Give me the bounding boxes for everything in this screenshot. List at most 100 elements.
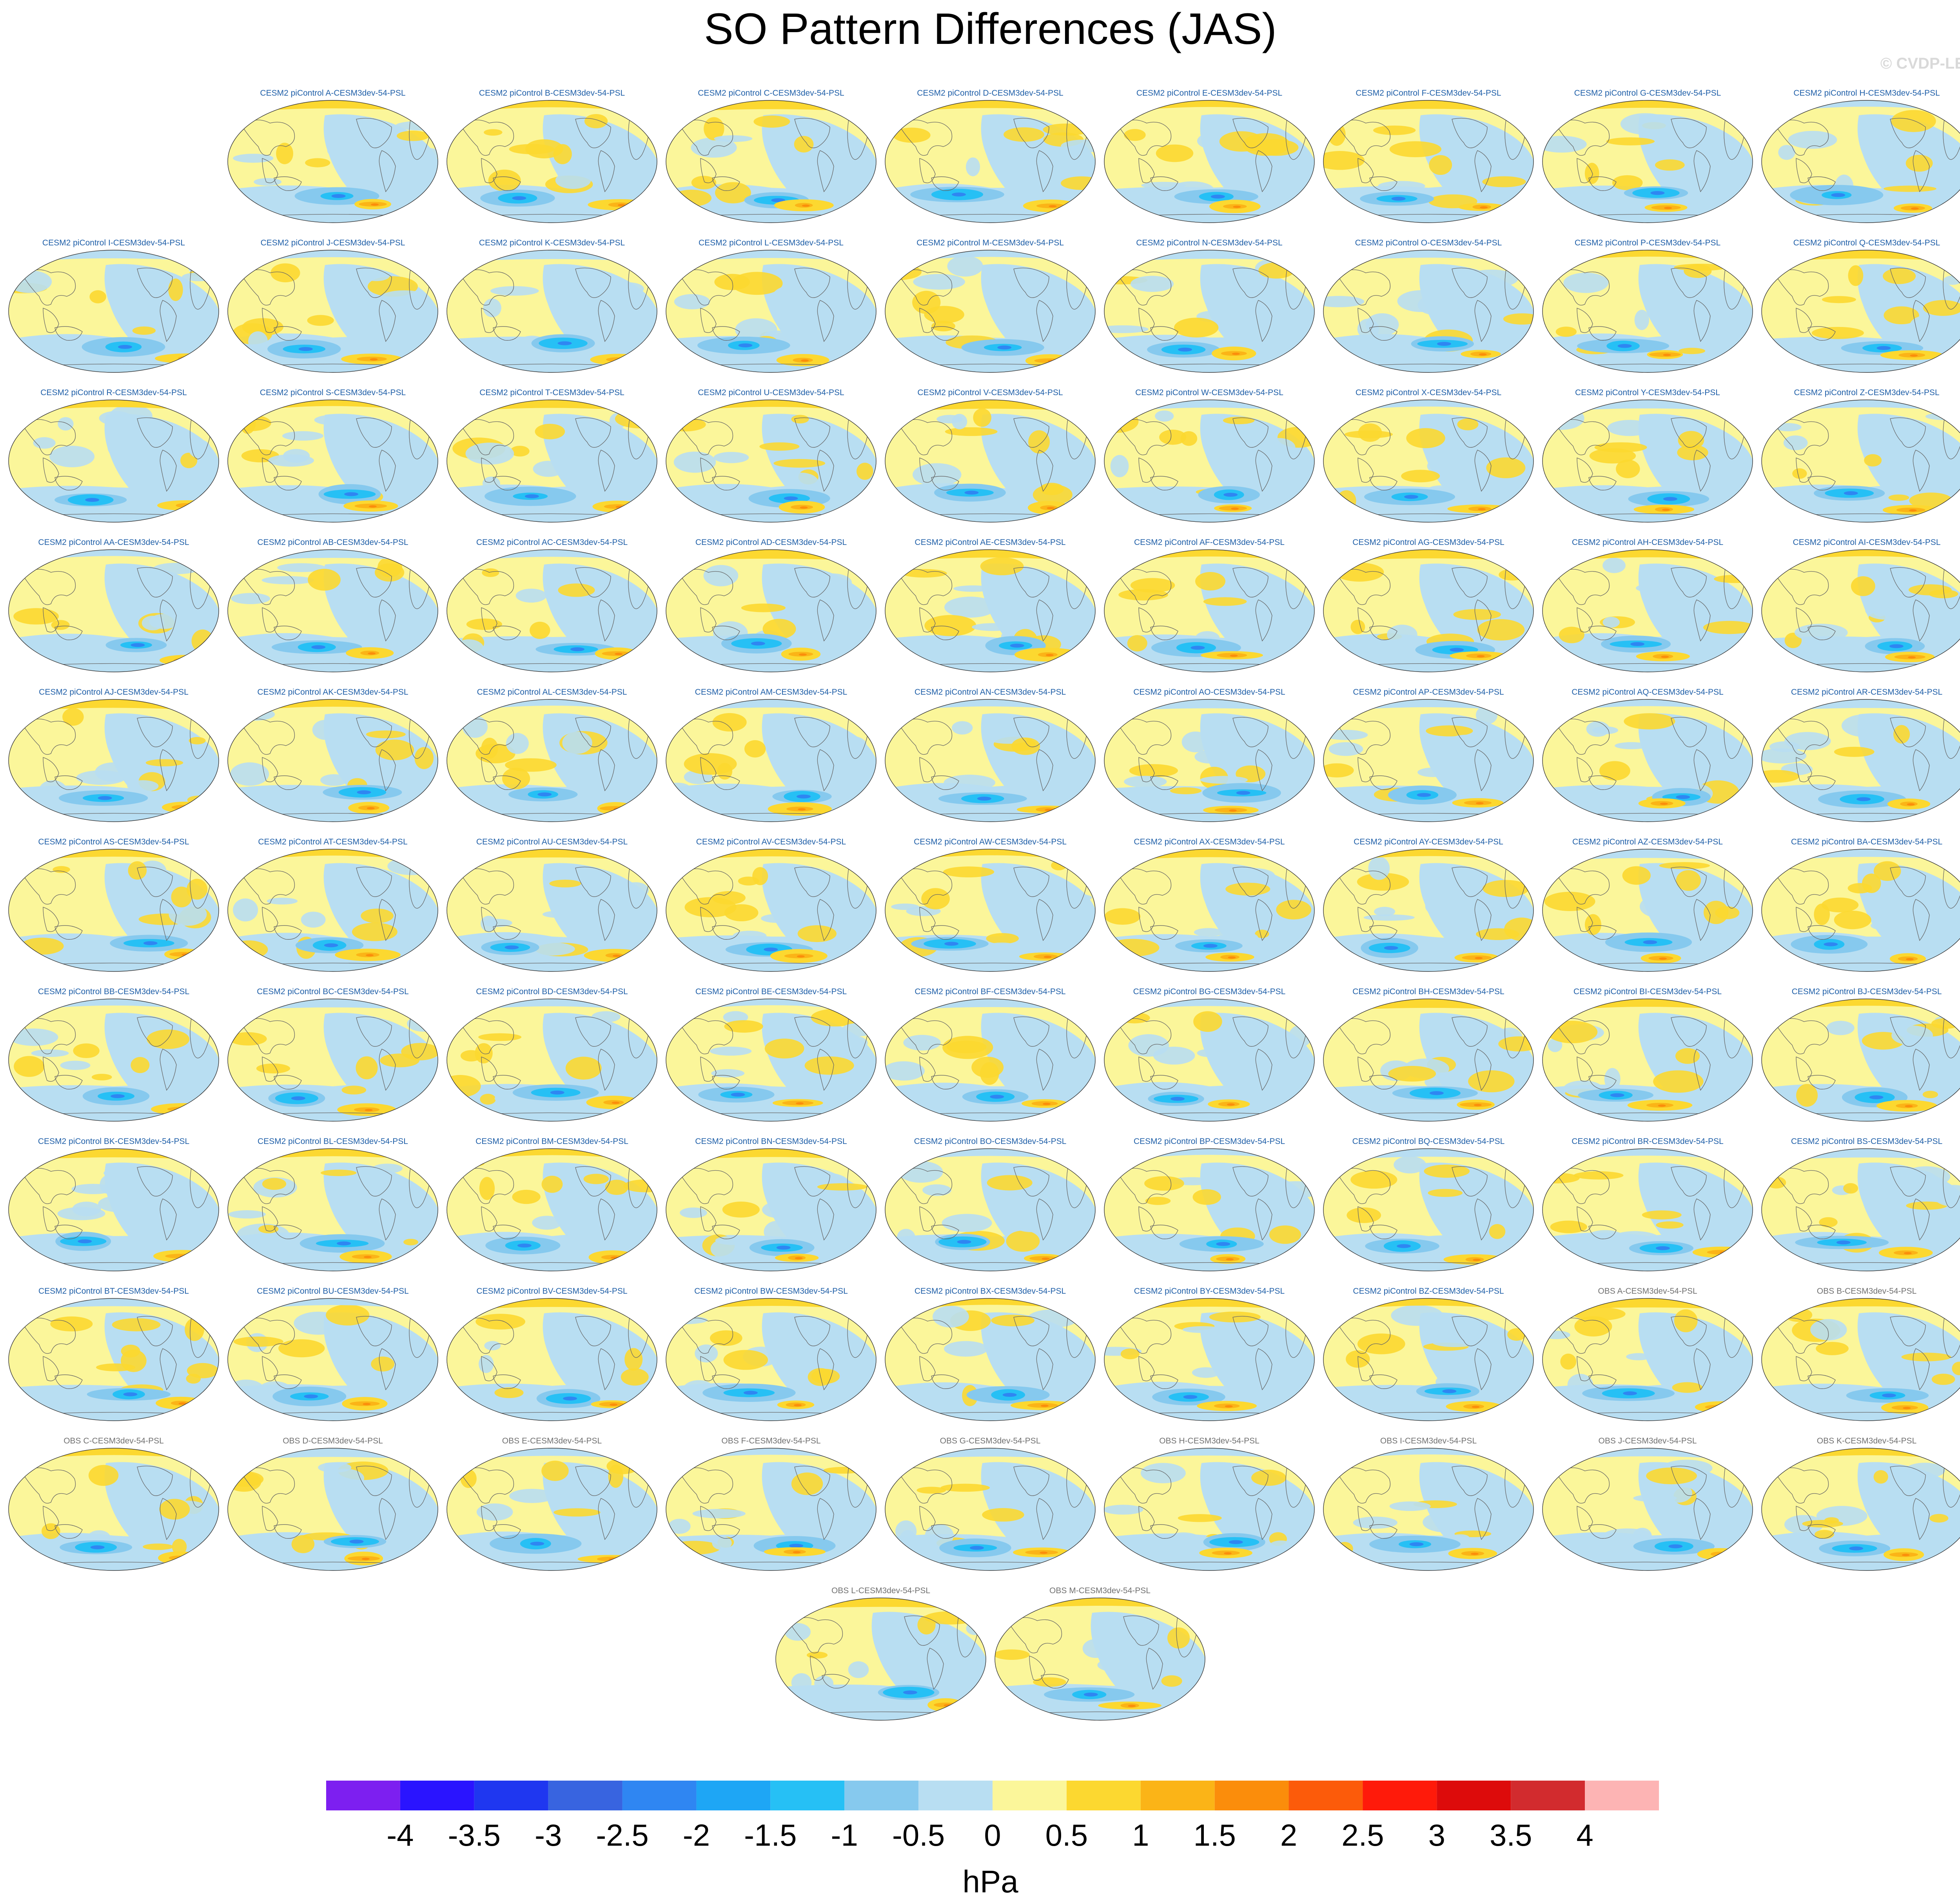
map-panel: CESM2 piControl E-CESM3dev-54-PSL <box>1100 89 1319 230</box>
map-panel: OBS L-CESM3dev-54-PSL <box>771 1586 991 1727</box>
map-panel: CESM2 piControl BZ-CESM3dev-54-PSL <box>1319 1287 1538 1428</box>
global-map <box>1323 849 1534 972</box>
global-map <box>666 399 877 523</box>
map-panel-title: CESM2 piControl L-CESM3dev-54-PSL <box>699 238 844 247</box>
map-panel-title: CESM2 piControl H-CESM3dev-54-PSL <box>1793 89 1940 98</box>
map-panel-title: CESM2 piControl BJ-CESM3dev-54-PSL <box>1791 987 1942 996</box>
map-panel: CESM2 piControl BO-CESM3dev-54-PSL <box>880 1137 1100 1278</box>
map-panel: CESM2 piControl BS-CESM3dev-54-PSL <box>1757 1137 1960 1278</box>
map-panel: CESM2 piControl BW-CESM3dev-54-PSL <box>661 1287 881 1428</box>
map-panel: CESM2 piControl AK-CESM3dev-54-PSL <box>223 688 443 829</box>
global-map <box>1323 250 1534 373</box>
map-panel-title: CESM2 piControl AZ-CESM3dev-54-PSL <box>1572 837 1723 846</box>
global-map <box>1761 849 1960 972</box>
map-panel: CESM2 piControl T-CESM3dev-54-PSL <box>442 388 662 529</box>
map-panel-title: CESM2 piControl BA-CESM3dev-54-PSL <box>1791 837 1943 846</box>
map-panel: CESM2 piControl I-CESM3dev-54-PSL <box>4 238 223 379</box>
map-panel: CESM2 piControl BQ-CESM3dev-54-PSL <box>1319 1137 1538 1278</box>
global-map <box>446 1298 657 1421</box>
map-panel: CESM2 piControl AI-CESM3dev-54-PSL <box>1757 538 1960 679</box>
map-panel-title: CESM2 piControl AI-CESM3dev-54-PSL <box>1793 538 1941 547</box>
global-map <box>1542 100 1753 223</box>
map-panel-title: CESM2 piControl BQ-CESM3dev-54-PSL <box>1352 1137 1505 1146</box>
colorbar-tick-label: 0.5 <box>1045 1818 1088 1852</box>
colorbar-tick-label: 2.5 <box>1341 1818 1384 1852</box>
global-map <box>8 250 219 373</box>
map-panel: OBS J-CESM3dev-54-PSL <box>1538 1436 1757 1578</box>
map-panel: CESM2 piControl AS-CESM3dev-54-PSL <box>4 837 223 979</box>
global-map <box>446 1448 657 1571</box>
global-map <box>1323 999 1534 1122</box>
map-panel: CESM2 piControl AY-CESM3dev-54-PSL <box>1319 837 1538 979</box>
map-panel-title: CESM2 piControl BX-CESM3dev-54-PSL <box>914 1287 1066 1296</box>
colorbar-swatch <box>622 1781 697 1810</box>
colorbar-tick-label: -3 <box>535 1818 562 1852</box>
global-map <box>1104 999 1315 1122</box>
map-panel-title: OBS L-CESM3dev-54-PSL <box>831 1586 931 1595</box>
map-panel-title: CESM2 piControl F-CESM3dev-54-PSL <box>1356 89 1501 98</box>
global-map <box>1542 1298 1753 1421</box>
map-panel-title: CESM2 piControl BW-CESM3dev-54-PSL <box>694 1287 848 1296</box>
map-panel-title: CESM2 piControl BS-CESM3dev-54-PSL <box>1791 1137 1943 1146</box>
global-map <box>666 999 877 1122</box>
colorbar-tick-label: -1.5 <box>744 1818 797 1852</box>
credit-label: © CVDP-LE <box>1880 55 1960 72</box>
map-panel-title: CESM2 piControl AQ-CESM3dev-54-PSL <box>1572 688 1724 697</box>
map-panel-title: CESM2 piControl U-CESM3dev-54-PSL <box>698 388 844 397</box>
map-panel: CESM2 piControl AU-CESM3dev-54-PSL <box>442 837 662 979</box>
map-panel: CESM2 piControl S-CESM3dev-54-PSL <box>223 388 443 529</box>
map-panel-title: CESM2 piControl J-CESM3dev-54-PSL <box>260 238 405 247</box>
colorbar-tick-label: 1 <box>1132 1818 1149 1852</box>
colorbar-units: hPa <box>962 1864 1018 1899</box>
colorbar-swatch <box>696 1781 771 1810</box>
colorbar-tick-label: -2.5 <box>596 1818 648 1852</box>
colorbar-tick-label: 0 <box>984 1818 1001 1852</box>
colorbar-tick-label: -3.5 <box>448 1818 501 1852</box>
global-map <box>666 849 877 972</box>
map-panel-title: CESM2 piControl K-CESM3dev-54-PSL <box>479 238 625 247</box>
map-panel-title: CESM2 piControl Q-CESM3dev-54-PSL <box>1793 238 1940 247</box>
colorbar-tick-label: 3 <box>1428 1818 1445 1852</box>
global-map <box>1104 1148 1315 1271</box>
map-panel-title: OBS G-CESM3dev-54-PSL <box>940 1436 1041 1445</box>
global-map <box>1761 399 1960 523</box>
map-panel-title: CESM2 piControl BF-CESM3dev-54-PSL <box>915 987 1066 996</box>
colorbar-swatch <box>1363 1781 1437 1810</box>
map-panel: CESM2 piControl K-CESM3dev-54-PSL <box>442 238 662 379</box>
map-panel-title: CESM2 piControl AE-CESM3dev-54-PSL <box>915 538 1066 547</box>
map-panel: CESM2 piControl D-CESM3dev-54-PSL <box>880 89 1100 230</box>
map-panel-title: OBS D-CESM3dev-54-PSL <box>283 1436 383 1445</box>
colorbar-tick-label: 2 <box>1280 1818 1297 1852</box>
global-map <box>1104 549 1315 672</box>
global-map <box>8 1448 219 1571</box>
global-map <box>8 699 219 822</box>
map-panel: CESM2 piControl AG-CESM3dev-54-PSL <box>1319 538 1538 679</box>
colorbar-tick-label: 1.5 <box>1193 1818 1236 1852</box>
map-panel: CESM2 piControl AQ-CESM3dev-54-PSL <box>1538 688 1757 829</box>
map-panel: CESM2 piControl BJ-CESM3dev-54-PSL <box>1757 987 1960 1128</box>
global-map <box>446 699 657 822</box>
map-panel: CESM2 piControl BY-CESM3dev-54-PSL <box>1100 1287 1319 1428</box>
map-panel: CESM2 piControl AZ-CESM3dev-54-PSL <box>1538 837 1757 979</box>
colorbar-swatch <box>548 1781 622 1810</box>
map-panel: OBS M-CESM3dev-54-PSL <box>990 1586 1210 1727</box>
global-map <box>885 999 1096 1122</box>
map-panel: CESM2 piControl AT-CESM3dev-54-PSL <box>223 837 443 979</box>
global-map <box>1323 399 1534 523</box>
map-panel-title: CESM2 piControl AA-CESM3dev-54-PSL <box>38 538 189 547</box>
map-panel: CESM2 piControl O-CESM3dev-54-PSL <box>1319 238 1538 379</box>
global-map <box>1104 399 1315 523</box>
map-panel: OBS F-CESM3dev-54-PSL <box>661 1436 881 1578</box>
map-panel-title: CESM2 piControl AH-CESM3dev-54-PSL <box>1572 538 1724 547</box>
map-panel: CESM2 piControl P-CESM3dev-54-PSL <box>1538 238 1757 379</box>
global-map <box>1542 849 1753 972</box>
global-map <box>1542 1448 1753 1571</box>
map-panel-title: CESM2 piControl BZ-CESM3dev-54-PSL <box>1353 1287 1504 1296</box>
map-panel: CESM2 piControl AP-CESM3dev-54-PSL <box>1319 688 1538 829</box>
map-panel: CESM2 piControl N-CESM3dev-54-PSL <box>1100 238 1319 379</box>
global-map <box>1542 399 1753 523</box>
map-panel-title: CESM2 piControl O-CESM3dev-54-PSL <box>1355 238 1502 247</box>
map-panel-title: CESM2 piControl W-CESM3dev-54-PSL <box>1135 388 1283 397</box>
colorbar-tick-label: 4 <box>1576 1818 1593 1852</box>
global-map <box>8 549 219 672</box>
